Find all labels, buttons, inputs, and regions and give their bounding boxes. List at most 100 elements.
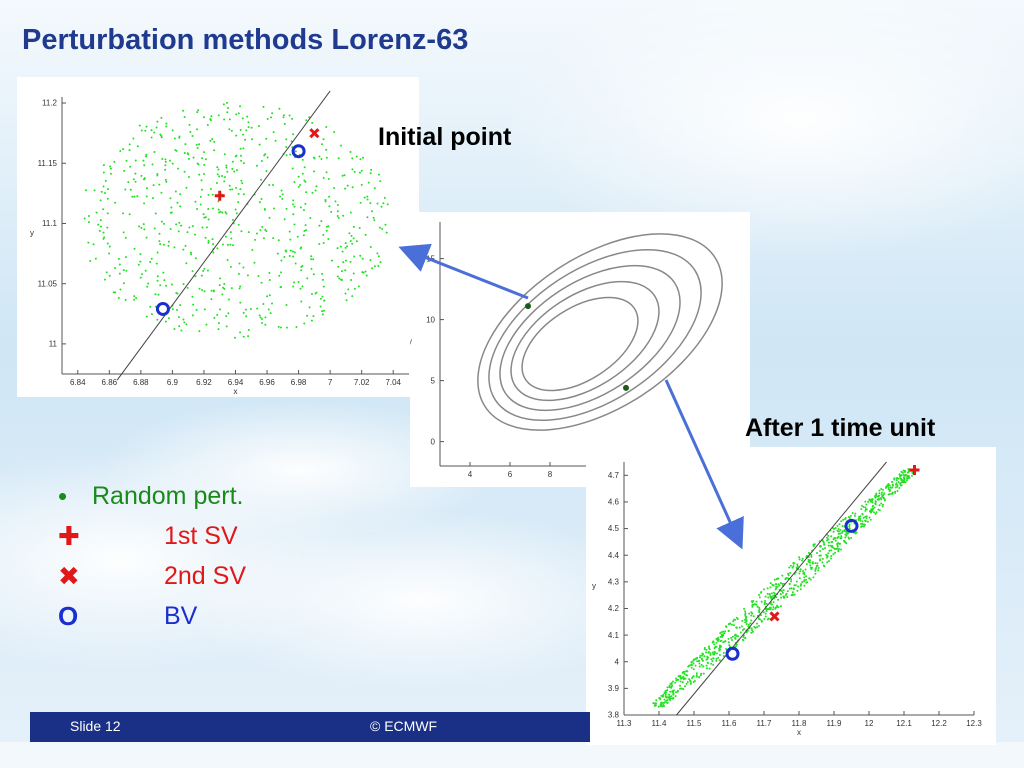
perturbation-point — [271, 302, 274, 305]
perturbation-point — [844, 530, 847, 533]
perturbation-point — [162, 222, 165, 225]
perturbation-point — [796, 589, 799, 592]
perturbation-point — [102, 185, 105, 188]
perturbation-point — [762, 588, 765, 591]
perturbation-point — [663, 691, 666, 694]
perturbation-point — [106, 212, 109, 215]
perturbation-point — [802, 570, 805, 573]
perturbation-point — [379, 180, 382, 183]
perturbation-point — [204, 216, 207, 219]
perturbation-point — [349, 151, 352, 154]
perturbation-point — [174, 190, 177, 193]
perturbation-point — [722, 651, 725, 654]
perturbation-point — [239, 105, 242, 108]
perturbation-point — [200, 274, 203, 277]
perturbation-point — [792, 588, 795, 591]
perturbation-point — [712, 657, 715, 660]
perturbation-point — [906, 477, 909, 480]
perturbation-point — [705, 658, 708, 661]
perturbation-point — [135, 297, 138, 300]
perturbation-point — [878, 509, 881, 512]
perturbation-point — [826, 536, 829, 539]
perturbation-point — [184, 244, 187, 247]
perturbation-point — [719, 632, 722, 635]
perturbation-point — [360, 169, 363, 172]
perturbation-point — [171, 162, 174, 165]
perturbation-point — [280, 259, 283, 262]
perturbation-point — [231, 160, 234, 163]
perturbation-point — [303, 322, 306, 325]
perturbation-point — [309, 216, 312, 219]
perturbation-point — [377, 173, 380, 176]
perturbation-point — [384, 223, 387, 226]
x-axis-label: x — [234, 387, 238, 396]
perturbation-point — [764, 595, 767, 598]
perturbation-point — [191, 270, 194, 273]
perturbation-point — [701, 652, 704, 655]
perturbation-point — [209, 187, 212, 190]
perturbation-point — [232, 244, 235, 247]
perturbation-point — [217, 328, 220, 331]
perturbation-point — [796, 563, 799, 566]
perturbation-point — [250, 126, 253, 129]
perturbation-point — [268, 183, 271, 186]
perturbation-point — [134, 172, 137, 175]
perturbation-point — [299, 287, 302, 290]
perturbation-point — [894, 491, 897, 494]
perturbation-point — [288, 230, 291, 233]
perturbation-point — [221, 243, 224, 246]
perturbation-point — [217, 322, 220, 325]
y-tick-label: 10 — [426, 315, 435, 324]
perturbation-point — [344, 292, 347, 295]
perturbation-point — [153, 227, 156, 230]
perturbation-point — [772, 601, 775, 604]
perturbation-point — [302, 234, 305, 237]
perturbation-point — [799, 584, 802, 587]
perturbation-point — [303, 179, 306, 182]
perturbation-point — [270, 116, 273, 119]
perturbation-point — [288, 114, 291, 117]
perturbation-point — [893, 477, 896, 480]
perturbation-point — [330, 210, 333, 213]
perturbation-point — [242, 193, 245, 196]
perturbation-point — [150, 129, 153, 132]
perturbation-point — [241, 117, 244, 120]
perturbation-point — [203, 267, 206, 270]
y-tick-label: 11.2 — [42, 99, 58, 108]
perturbation-point — [722, 634, 725, 637]
perturbation-point — [854, 512, 857, 515]
perturbation-point — [247, 335, 250, 338]
perturbation-point — [321, 278, 324, 281]
perturbation-point — [303, 230, 306, 233]
perturbation-point — [902, 473, 905, 476]
perturbation-point — [202, 213, 205, 216]
perturbation-point — [860, 525, 863, 528]
perturbation-point — [231, 167, 234, 170]
perturbation-point — [762, 611, 765, 614]
perturbation-point — [221, 211, 224, 214]
perturbation-point — [311, 191, 314, 194]
x-tick-label: 11.7 — [757, 719, 773, 728]
perturbation-point — [293, 223, 296, 226]
perturbation-point — [894, 486, 897, 489]
perturbation-point — [319, 305, 322, 308]
perturbation-point — [725, 625, 728, 628]
perturbation-point — [281, 197, 284, 200]
perturbation-point — [305, 191, 308, 194]
perturbation-point — [353, 255, 356, 258]
perturbation-point — [178, 325, 181, 328]
perturbation-point — [175, 291, 178, 294]
perturbation-point — [274, 139, 277, 142]
perturbation-point — [202, 172, 205, 175]
perturbation-point — [809, 559, 812, 562]
perturbation-point — [218, 284, 221, 287]
perturbation-point — [175, 223, 178, 226]
perturbation-point — [373, 187, 376, 190]
perturbation-point — [129, 188, 132, 191]
perturbation-point — [902, 469, 905, 472]
perturbation-point — [735, 635, 738, 638]
perturbation-point — [262, 105, 265, 108]
perturbation-point — [156, 279, 159, 282]
perturbation-point — [352, 272, 355, 275]
attractor-orbit — [521, 296, 639, 392]
